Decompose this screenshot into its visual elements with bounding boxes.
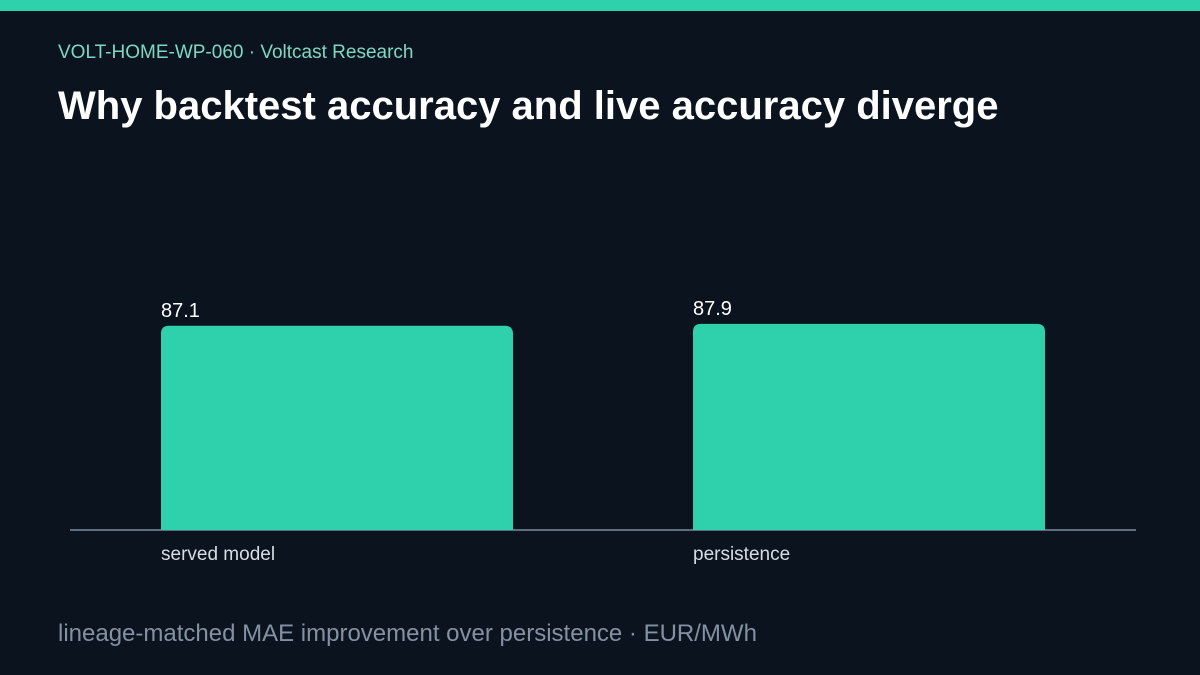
category-label: served model <box>161 544 275 565</box>
category-label: persistence <box>693 544 790 565</box>
report-id-label: VOLT-HOME-WP-060 · Voltcast Research <box>58 42 414 63</box>
page-title: Why backtest accuracy and live accuracy … <box>58 84 999 128</box>
chart-caption: lineage-matched MAE improvement over per… <box>58 620 757 647</box>
bar-persistence <box>693 323 1045 530</box>
top-accent-bar <box>0 0 1200 11</box>
bar-served-model <box>161 325 513 530</box>
data-label: 87.1 <box>161 300 200 322</box>
data-label: 87.9 <box>693 298 732 320</box>
